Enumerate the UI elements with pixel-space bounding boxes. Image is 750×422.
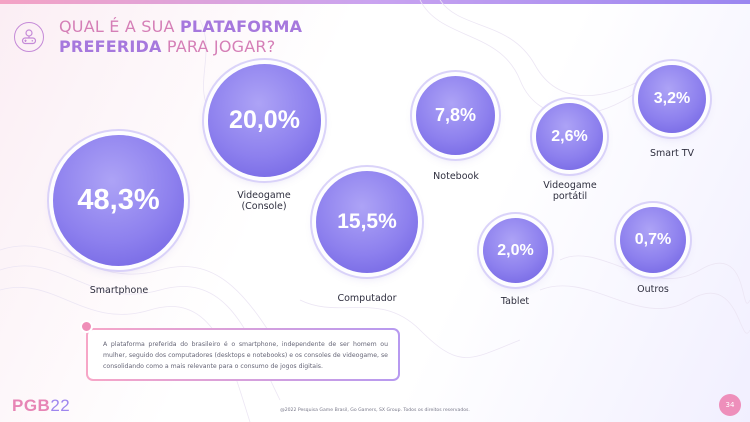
logo-year: 22 [50,396,71,415]
bubble-label-videogame-console-line2: (Console) [241,201,287,212]
bubble-value-notebook: 7,8% [434,105,477,125]
bubble-outros: 0,7% [620,207,686,273]
bubble-smart-tv: 3,2% [638,65,706,133]
bubble-videogame-console: 20,0% [208,64,321,177]
bubble-label-videogame-console: Videogame (Console) [204,190,324,212]
bubble-value-videogame-console: 20,0% [229,106,300,134]
title-line1-pre: QUAL É A SUA [59,17,180,36]
bubble-value-computador: 15,5% [337,210,397,233]
bubble-label-notebook: Notebook [433,171,479,182]
bubble-notebook: 7,8% [416,76,495,155]
note-accent-dot [80,320,93,333]
bubble-computador: 15,5% [316,171,418,273]
logo-letters: PGB [12,396,51,415]
insight-note-text: A plataforma preferida do brasileiro é o… [103,341,388,370]
top-gradient-bar [0,0,750,4]
bubble-value-videogame-portatil: 2,6% [551,127,588,145]
copyright-footer: @2022 Pesquisa Game Brasil, Go Gamers, S… [280,408,470,413]
bubble-label-computador: Computador [337,293,397,304]
bubble-value-outros: 0,7% [634,231,672,248]
page-number-badge: 34 [719,394,741,416]
title-line2-post: PARA JOGAR? [161,37,276,56]
insight-note-box: A plataforma preferida do brasileiro é o… [86,328,400,381]
bubble-value-smartphone: 48,3% [77,184,160,216]
bubble-videogame-portatil: 2,6% [536,103,603,170]
bubble-value-smart-tv: 3,2% [653,90,691,107]
bubble-label-videogame-portatil-line1: Videogame [543,180,597,191]
page-title: QUAL É A SUA PLATAFORMA PREFERIDA PARA J… [59,17,302,57]
bubble-smartphone: 48,3% [53,135,184,266]
bubble-label-smartphone: Smartphone [89,285,149,296]
title-line2-bold: PREFERIDA [59,37,162,56]
bubble-value-tablet: 2,0% [497,241,534,259]
gamepad-location-icon [14,22,44,52]
pgb-logo: PGB22 [12,396,70,416]
bubble-label-outros: Outros [637,284,669,295]
bubble-label-videogame-console-line1: Videogame [237,190,291,201]
bubble-label-videogame-portatil-line2: portátil [552,191,588,202]
bubble-label-videogame-portatil: Videogame portátil [510,180,630,202]
title-line1-bold: PLATAFORMA [179,17,303,36]
bubble-label-smart-tv: Smart TV [649,148,695,159]
bubble-tablet: 2,0% [483,218,548,283]
bubble-label-tablet: Tablet [500,296,530,307]
